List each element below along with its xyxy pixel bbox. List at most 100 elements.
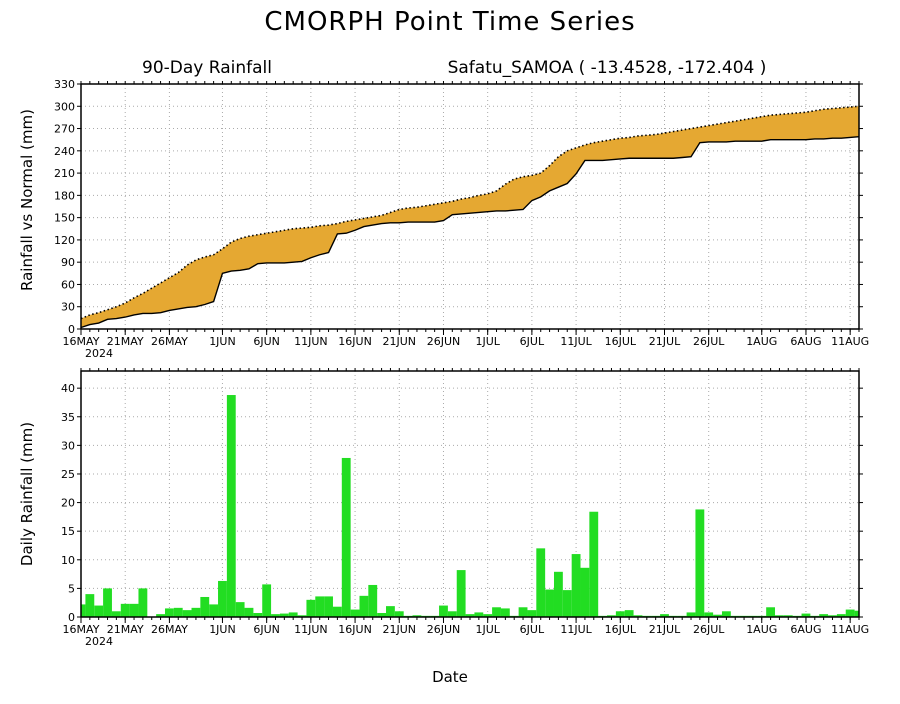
panel1-y-tick-label: 330 (54, 78, 75, 91)
daily-rainfall-bar (306, 599, 316, 617)
panel2-y-axis-label: Daily Rainfall (mm) (18, 422, 36, 566)
daily-rainfall-bar (518, 607, 528, 617)
daily-rainfall-bar (704, 612, 714, 617)
daily-rainfall-bar (447, 611, 457, 617)
daily-rainfall-bar (129, 603, 139, 617)
panel1-x-tick-label: 11JUN (294, 335, 328, 348)
daily-rainfall-bar (85, 594, 95, 617)
daily-rainfall-bar (580, 567, 590, 617)
daily-rainfall-bar (456, 570, 466, 617)
panel2-y-tick-label: 40 (61, 382, 75, 395)
panel1-y-tick-label: 270 (54, 123, 75, 136)
daily-rainfall-bar (156, 614, 165, 617)
daily-rainfall-bar (713, 614, 722, 617)
daily-rainfall-bar (571, 554, 581, 617)
panel2-x-tick-label: 21JUL (649, 623, 681, 636)
panel1-y-axis-label: Rainfall vs Normal (mm) (18, 109, 36, 291)
panel1-y-tick-label: 300 (54, 100, 75, 113)
panel1-x-tick-label: 11JUL (560, 335, 592, 348)
panel2-y-tick-label: 15 (61, 525, 75, 538)
panel1-x-tick-label: 21JUL (649, 335, 681, 348)
panel1-year-label: 2024 (85, 347, 113, 360)
daily-rainfall-bar (271, 614, 280, 617)
panel2-x-tick-label: 6AUG (790, 623, 821, 636)
panel2-year-label: 2024 (85, 635, 113, 648)
daily-rainfall-panel: Daily Rainfall (mm) 0 5 10 15 20 25 30 35 40 16MA… (18, 368, 869, 648)
panel1-x-tick-label: 1AUG (746, 335, 777, 348)
chart-title: CMORPH Point Time Series (264, 7, 635, 37)
daily-rainfall-bar (545, 589, 554, 617)
panel2-y-tick-label: 5 (68, 582, 75, 595)
daily-rainfall-bar (288, 612, 298, 617)
daily-rainfall-bar (819, 614, 829, 617)
daily-rainfall-bar (94, 605, 104, 617)
daily-rainfall-bar (801, 613, 811, 617)
panel2-y-tick-label: 20 (61, 497, 75, 510)
panel2-x-tick-label: 11AUG (831, 623, 869, 636)
panel2-plot-frame (80, 370, 860, 618)
panel2-x-tick-label: 16JUL (605, 623, 637, 636)
panel2-y-tick-label: 30 (61, 439, 75, 452)
panel2-x-tick-label: 11JUL (560, 623, 592, 636)
daily-rainfall-bar (615, 611, 625, 617)
daily-rainfall-bar (775, 615, 784, 617)
daily-rainfall-bar (244, 607, 254, 617)
daily-rainfall-bar (297, 615, 307, 617)
panel1-y-tick-label: 30 (61, 301, 75, 314)
panel1-x-tick-label: 16JUN (338, 335, 372, 348)
daily-rainfall-bar (553, 571, 563, 617)
daily-rainfall-bar (474, 612, 484, 617)
panel1-x-tick-label: 26JUN (427, 335, 461, 348)
daily-rainfall-bar (695, 509, 705, 617)
daily-rainfall-bar (633, 615, 643, 617)
panel1-x-tick-label: 1JUL (475, 335, 500, 348)
panel2-x-tick-label: 26JUL (693, 623, 725, 636)
daily-rainfall-bar (845, 609, 855, 617)
daily-rainfall-bar (536, 548, 546, 617)
daily-rainfall-bar (359, 595, 369, 617)
daily-rainfall-bar (624, 610, 634, 617)
panel1-y-tick-label: 90 (61, 256, 75, 269)
daily-rainfall-bar (589, 511, 599, 617)
daily-rainfall-bar (332, 606, 342, 617)
panel1-x-tick-label: 6JUN (253, 335, 280, 348)
deficit-fill-area (81, 106, 859, 328)
daily-rainfall-bar (527, 610, 537, 617)
daily-rainfall-bar (368, 584, 378, 617)
panel1-x-tick-label: 1JUN (209, 335, 236, 348)
daily-rainfall-bar (111, 611, 121, 617)
x-axis-label: Date (432, 668, 468, 686)
daily-rainfall-bar (226, 395, 236, 617)
daily-rainfall-bar (164, 608, 174, 617)
panel2-x-tick-label: 1JUL (475, 623, 500, 636)
daily-rainfall-bar (350, 609, 360, 617)
daily-rainfall-bar (253, 612, 263, 617)
panel1-x-tick-label: 21MAY (107, 335, 144, 348)
panel2-x-tick-label: 16MAY (63, 623, 100, 636)
panel1-x-tick-label: 11AUG (831, 335, 869, 348)
daily-rainfall-bar (182, 610, 192, 617)
daily-rainfall-bar (341, 457, 351, 617)
panel2-x-tick-label: 16JUN (338, 623, 372, 636)
daily-rainfall-bar (191, 607, 201, 617)
daily-rainfall-bar (783, 615, 793, 617)
panel2-x-tick-label: 21MAY (107, 623, 144, 636)
daily-rainfall-bar (483, 614, 493, 617)
panel2-y-tick-label: 35 (61, 411, 75, 424)
panel2-x-tick-label: 26MAY (151, 623, 188, 636)
panel1-y-tick-label: 0 (68, 323, 75, 336)
panel1-x-tick-label: 6AUG (790, 335, 821, 348)
normal-rainfall-line (80, 105, 860, 320)
daily-rainfall-bar (377, 612, 387, 617)
daily-rainfall-bar (412, 615, 422, 617)
panel1-y-tick-label: 150 (54, 212, 75, 225)
panel1-x-tick-label: 26MAY (151, 335, 188, 348)
daily-rainfall-bar (828, 615, 837, 617)
daily-rainfall-bar (766, 607, 776, 617)
daily-rainfall-bar (854, 610, 859, 617)
daily-rainfall-bar (315, 596, 325, 617)
daily-rainfall-bar (386, 606, 395, 617)
daily-rainfall-bar (686, 612, 696, 617)
